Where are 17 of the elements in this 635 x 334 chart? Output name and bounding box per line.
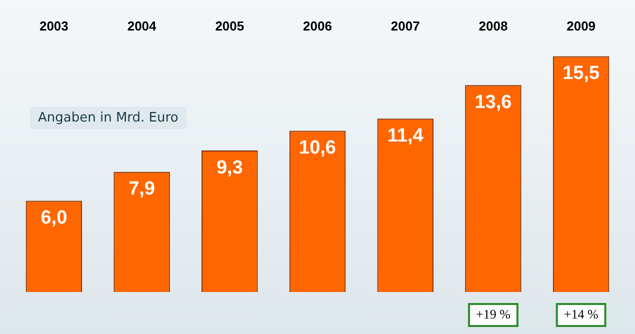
annotation: Angaben in Mrd. Euro <box>38 110 178 126</box>
data-label: 9,3 <box>216 157 243 178</box>
data-label: 10,6 <box>299 137 336 158</box>
x-tick-label: 2004 <box>127 18 158 34</box>
x-tick-label: 2003 <box>39 18 68 34</box>
x-tick-label: 2009 <box>566 18 596 34</box>
x-tick-label: 2007 <box>390 18 420 34</box>
data-label: 13,6 <box>474 92 512 113</box>
x-tick-label: 2008 <box>478 18 508 34</box>
text: +19 % <box>476 306 511 322</box>
data-label: 15,5 <box>562 62 600 84</box>
data-label: 6,0 <box>40 207 68 228</box>
data-label: 7,9 <box>128 178 155 200</box>
text: +14 % <box>564 306 598 322</box>
x-tick-label: 2005 <box>215 18 244 34</box>
x-tick-label: 2006 <box>303 18 332 34</box>
data-label: 11,4 <box>387 125 424 146</box>
